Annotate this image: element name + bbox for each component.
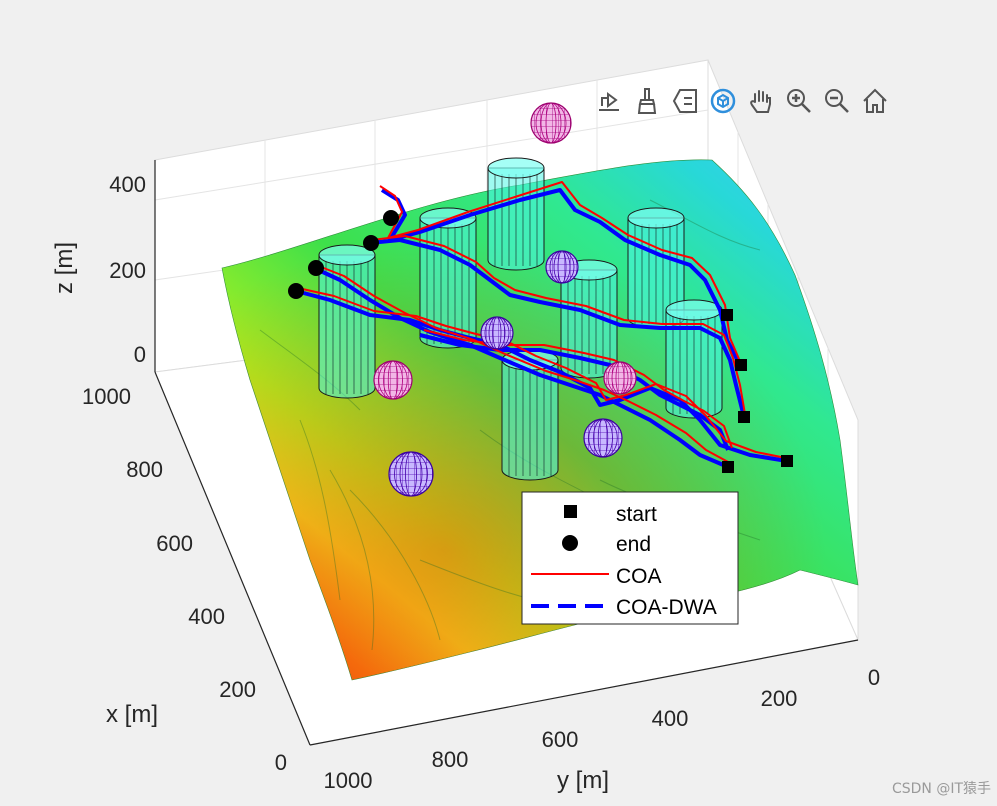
- pan-button[interactable]: [742, 82, 780, 120]
- legend-marker-start: [564, 505, 577, 518]
- coa-path: [297, 287, 787, 459]
- rotate3d-button[interactable]: [704, 82, 742, 120]
- legend-label-coa-dwa: COA-DWA: [616, 596, 717, 619]
- brush-button[interactable]: [628, 82, 666, 120]
- cylinder-obstacle: [318, 244, 376, 399]
- x-tick-labels: 0 200 400 600 800 1000: [82, 384, 287, 775]
- end-marker: [383, 210, 399, 226]
- y-tick-label: 1000: [324, 768, 373, 793]
- y-tick-label: 600: [542, 727, 579, 752]
- export-icon: [599, 92, 619, 111]
- y-tick-label: 800: [432, 747, 469, 772]
- zoom-out-icon: [825, 89, 849, 113]
- coa-dwa-path: [369, 238, 746, 418]
- zoom-out-button[interactable]: [818, 82, 856, 120]
- z-tick-label: 0: [134, 342, 146, 367]
- start-marker: [781, 455, 793, 467]
- x-tick-label: 600: [156, 531, 193, 556]
- end-marker: [288, 283, 304, 299]
- y-tick-labels: 0 200 400 600 800 1000: [324, 665, 881, 793]
- watermark: CSDN @IT猿手: [891, 781, 991, 797]
- x-tick-label: 200: [219, 677, 256, 702]
- z-tick-label: 400: [109, 172, 146, 197]
- sphere-threat: [388, 451, 434, 497]
- z-tick-label: 200: [109, 258, 146, 283]
- x-tick-label: 0: [275, 750, 287, 775]
- x-axis-line: [154, 371, 311, 746]
- y-axis-label: y [m]: [557, 767, 609, 794]
- coa-path: [371, 235, 746, 415]
- end-markers: [288, 210, 399, 299]
- coa-dwa-path: [380, 188, 742, 366]
- y-tick-label: 0: [868, 665, 880, 690]
- sphere-threat: [480, 316, 514, 350]
- start-markers: [721, 309, 793, 473]
- y-axis-line: [309, 639, 859, 746]
- zoom-in-icon: [787, 89, 811, 113]
- legend-label-coa: COA: [616, 565, 662, 588]
- start-marker: [738, 411, 750, 423]
- legend-label-end: end: [616, 533, 651, 556]
- sphere-threat: [603, 361, 637, 395]
- x-tick-label: 1000: [82, 384, 131, 409]
- start-marker: [722, 461, 734, 473]
- legend-label-start: start: [616, 503, 657, 526]
- axes-toolbar: [590, 80, 910, 122]
- z-tick-labels: 0 200 400: [109, 172, 146, 367]
- y-tick-label: 400: [652, 706, 689, 731]
- zoom-in-button[interactable]: [780, 82, 818, 120]
- pan-icon: [750, 90, 771, 113]
- coa-dwa-path: [313, 266, 729, 469]
- legend-box: [521, 491, 739, 625]
- rotate3d-icon: [710, 88, 736, 114]
- sphere-threats: [373, 102, 637, 497]
- end-marker: [308, 260, 324, 276]
- datatip-icon: [672, 89, 697, 113]
- sphere-threat: [373, 360, 413, 400]
- x-axis-label: x [m]: [106, 701, 158, 728]
- cylinder-obstacle: [487, 157, 545, 271]
- start-marker: [721, 309, 733, 321]
- coa-path: [315, 264, 731, 464]
- home-icon: [863, 88, 887, 113]
- datatip-button[interactable]: [666, 82, 704, 120]
- sphere-threat: [530, 102, 572, 144]
- z-axis-label: z [m]: [51, 242, 78, 294]
- home-button[interactable]: [856, 82, 894, 120]
- x-tick-label: 800: [126, 457, 163, 482]
- sphere-threat: [583, 418, 623, 458]
- coa-path: [379, 181, 743, 367]
- legend[interactable]: start end COA COA-DWA: [521, 491, 739, 625]
- start-marker: [735, 359, 747, 371]
- export-button[interactable]: [590, 82, 628, 120]
- legend-marker-end: [562, 535, 578, 551]
- end-marker: [363, 235, 379, 251]
- y-tick-label: 200: [761, 686, 798, 711]
- x-tick-label: 400: [188, 604, 225, 629]
- brush-icon: [637, 88, 657, 114]
- sphere-threat: [545, 250, 579, 284]
